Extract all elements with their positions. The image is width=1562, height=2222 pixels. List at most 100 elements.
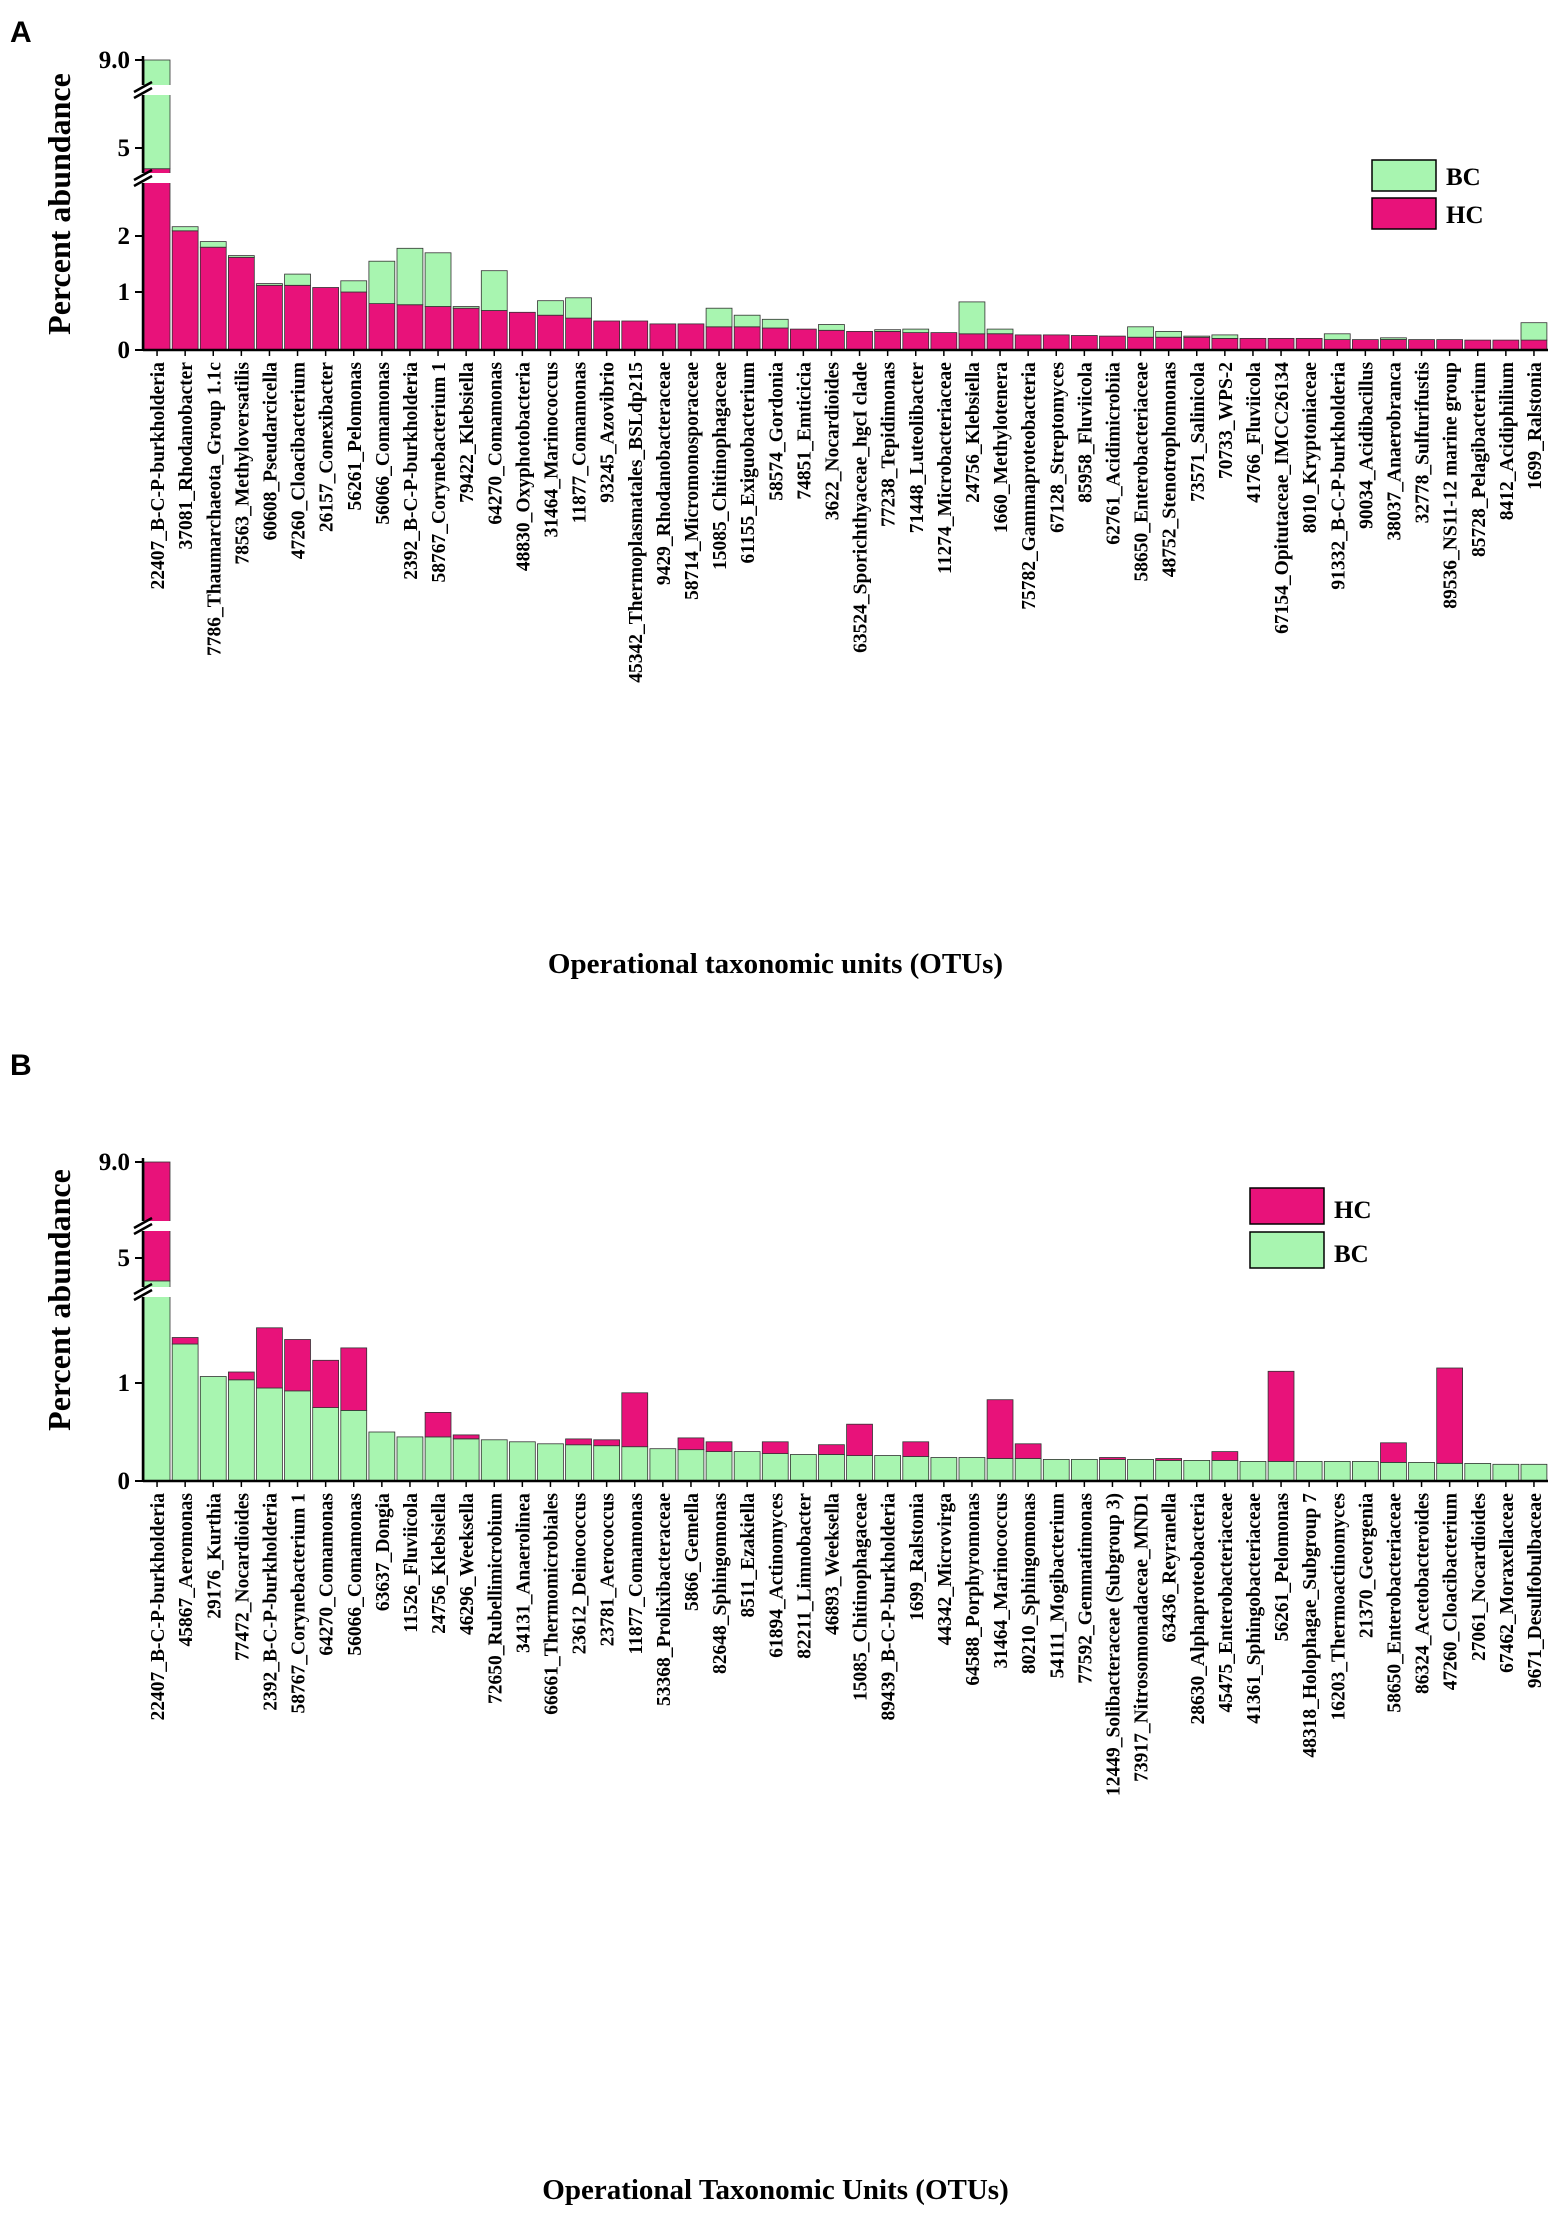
panel-a-bar-hc-34 [1099,335,1126,351]
panel-b-bar-hc-10 [424,1412,452,1438]
panel-b-bar-bc-26 [874,1455,902,1482]
panel-a-ytick-label-0: 0 [118,337,131,364]
panel-b-xtick-label-49: 9671_Desulfobulbaceae [1525,1493,1546,1688]
panel-b-axis-break-mark-0a [133,1216,153,1230]
panel-a-bar-bc-24 [818,324,845,331]
panel-a-xtick-label-27: 71448_Luteolibacter [907,362,928,533]
panel-a-xtick-label-1: 37081_Rhodanobacter [176,362,197,550]
panel-a-bar-hc-10 [424,306,452,351]
panel-a-xtick-label-37: 73571_Salinicola [1188,362,1209,502]
panel-b-xtick-label-25: 15085_Chitinophagaceae [851,1493,872,1701]
panel-a-xtick-label-3: 78563_Methyloversatilis [232,362,253,565]
panel-a-bar-hc-7 [340,291,368,351]
panel-b-xtick-label-16: 23781_Aerococcus [598,1493,619,1647]
panel-a-xtick-label-0: 22407_B-C-P-burkholderia [148,362,169,590]
panel-a-xtick-label-13: 48830_Oxyphotobacteria [513,362,534,571]
panel-a-bar-bc-10 [424,252,452,307]
panel-a-xtick-label-14: 31464_Marinococcus [542,362,563,538]
panel-a-bar-bc-21 [733,314,761,328]
panel-a-y-axis-title: Percent abundance [41,73,77,335]
panel-b-bar-hc-1 [171,1337,199,1345]
panel-b-bar-bc-25 [846,1455,873,1482]
panel-a-bar-hc-40 [1267,337,1295,351]
panel-a-xtick-label-48: 8412_Acidiphilium [1497,362,1518,520]
panel-a-bar-hc-5 [284,284,311,351]
panel-a-bar-hc-14 [537,314,564,351]
panel-b-xtick-label-45: 86324_Acetobacteroides [1413,1493,1434,1695]
panel-a-xtick-label-8: 56066_Comamonas [373,362,394,525]
panel-a-xtick-label-31: 75782_Gammaproteobacteria [1019,362,1040,610]
panel-a-bar-hc-11 [452,307,480,351]
panel-b-xtick-label-3: 77472_Nocardioides [232,1493,253,1661]
panel-a-axis-break-mark-0b [133,86,153,100]
panel-a-bar-hc-25 [846,330,873,351]
panel-b-bar-hc-34 [1099,1457,1126,1460]
panel-b-xtick-label-5: 58767_Corynebacterium 1 [289,1493,310,1713]
panel-b-xtick-label-29: 64588_Porphyromonas [963,1493,984,1686]
panel-b-bar-bc-10 [424,1436,452,1482]
panel-b-bar-bc-39 [1239,1461,1267,1482]
panel-b-xtick-label-7: 56066_Comamonas [345,1493,366,1656]
panel-a-bar-bc-20 [705,307,733,328]
panel-b-bar-hc-7 [340,1347,368,1411]
panel-a-bar-hc-21 [733,326,761,351]
panel-b-bar-bc-43 [1352,1461,1379,1482]
panel-b-xtick-label-0: 22407_B-C-P-burkholderia [148,1493,169,1721]
panel-a-bar-hc-30 [986,333,1014,351]
panel-a-bar-hc-49 [1520,339,1548,351]
panel-b-xtick-label-18: 53368_Prolixibacteraceae [654,1493,675,1706]
panel-a-xtick-label-40: 67154_Opitutaceae_IMCC26134 [1272,362,1293,634]
panel-b-xtick-label-39: 41361_Sphingobacteriaceae [1244,1493,1265,1724]
panel-a-xtick-label-45: 32778_Sulfurifustis [1413,362,1434,524]
panel-a-bar-hc-13 [508,311,536,351]
panel-b-bar-bc-41 [1295,1461,1323,1482]
panel-b-bar-bc-15 [565,1444,592,1482]
panel-a-bar-hc-38 [1211,337,1239,351]
panel-a-bar-bc-44 [1380,337,1407,340]
panel-a-bar-bc-22 [761,318,789,329]
panel-a-bar-bc-14 [537,300,564,316]
panel-b-bar-bc-38 [1211,1460,1239,1482]
panel-a-bar-bc-5 [284,273,311,286]
panel-a-bar-hc-12 [480,310,508,351]
panel-a-bar-bc-2 [199,241,227,248]
panel-b-xtick-label-33: 77592_Gemmatimonas [1075,1493,1096,1684]
panel-a-xtick-label-29: 24756_Klebsiella [963,362,984,503]
panel-a-bar-hc-19 [677,323,705,351]
panel-a-bar-bc-7 [340,280,368,293]
panel-a-xtick-label-47: 85728_Pelagibacterium [1469,362,1490,557]
panel-a-bar-bc-30 [986,328,1014,335]
panel-b-xtick-label-22: 61894_Actinomyces [766,1493,787,1658]
panel-b-xtick-label-8: 63637_Dongia [373,1493,394,1611]
panel-a-axis-break-mark-1b [133,174,153,188]
panel-a-xtick-label-6: 26157_Conexibacter [317,362,338,532]
panel-a-bar-bc-36 [1155,330,1182,338]
panel-b-legend-label-hc: HC [1334,1197,1372,1224]
panel-a-bar-hc-42 [1323,339,1351,351]
panel-b-xtick-label-17: 11877_Comamonas [626,1493,647,1655]
panel-b-xtick-label-44: 58650_Enterobacteriaceae [1385,1493,1406,1713]
panel-a-xtick-label-39: 41766_Fluviicola [1244,362,1265,503]
panel-a-bar-hc-28 [930,332,958,351]
panel-a-x-axis-title: Operational taxonomic units (OTUs) [548,948,1003,980]
panel-a-legend-swatch-hc [1371,197,1437,230]
panel-b-xtick-label-15: 23612_Deinococcus [570,1493,591,1655]
panel-b-xtick-label-30: 31464_Marinococcus [991,1493,1012,1669]
panel-b-bar-bc-36 [1155,1460,1182,1482]
panel-b-bar-bc-16 [593,1445,621,1482]
panel-a-bar-bc-12 [480,270,508,311]
panel-a-xtick-label-10: 58767_Corynebacterium 1 [429,362,450,582]
panel-b-bar-hc-17 [621,1392,649,1448]
panel-a-bar-hc-44 [1380,339,1407,351]
panel-b-bar-bc-47 [1464,1463,1492,1482]
panel-a-xtick-label-36: 48752_Stenotrophomonas [1160,362,1181,578]
panel-b-xtick-label-27: 1699_Ralstonia [907,1493,928,1621]
panel-b-xtick-label-42: 16203_Thermoactinomyces [1328,1493,1349,1721]
panel-b-axis-break-gap-0 [141,1221,181,1231]
panel-b-xtick-label-11: 46296_Weeksella [457,1493,478,1635]
panel-a-legend-label-bc: BC [1446,164,1481,191]
panel-b-bar-hc-11 [452,1434,480,1440]
panel-a-bar-bc-26 [874,329,902,332]
panel-b-bar-bc-5 [284,1390,311,1482]
